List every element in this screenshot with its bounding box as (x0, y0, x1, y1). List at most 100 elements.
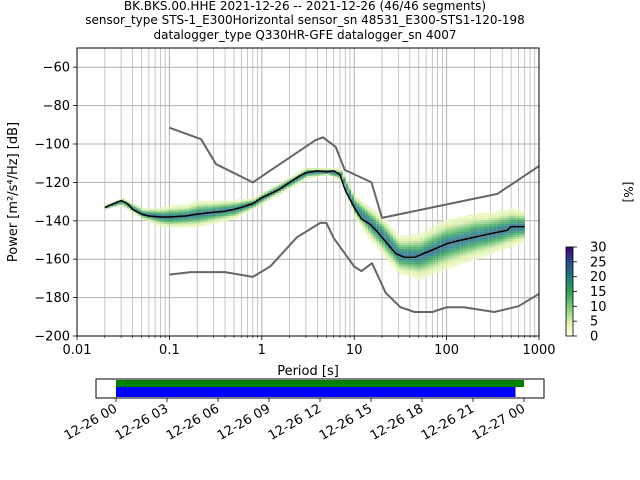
density-cell (253, 202, 256, 205)
density-cell (423, 269, 427, 272)
density-cell (460, 262, 464, 264)
density-cell (519, 240, 522, 243)
density-cell (463, 258, 466, 261)
density-cell (449, 265, 452, 268)
density-cell (449, 219, 452, 222)
density-cell (449, 252, 452, 255)
density-cell (415, 244, 419, 247)
density-cell (471, 252, 475, 255)
density-cell (507, 223, 511, 226)
density-cell (401, 239, 405, 241)
density-cell (353, 202, 357, 205)
density-cell (384, 254, 388, 257)
density-cell (415, 246, 419, 249)
density-cell (393, 254, 396, 257)
density-cell (169, 219, 172, 222)
density-cell (188, 221, 192, 224)
density-cell (440, 223, 444, 226)
density-cell (421, 233, 424, 236)
density-cell (479, 246, 483, 249)
density-cell (205, 219, 209, 222)
density-cell (197, 210, 200, 213)
density-cell (216, 217, 220, 220)
density-cell (211, 216, 214, 218)
density-cell (468, 219, 472, 222)
density-cell (463, 219, 466, 222)
density-cell (208, 210, 212, 213)
density-cell (488, 214, 492, 216)
density-cell (465, 244, 469, 247)
density-cell (432, 269, 436, 272)
density-cell (384, 235, 388, 238)
density-cell (465, 223, 469, 226)
density-cell (191, 216, 195, 218)
density-cell (283, 179, 287, 182)
density-cell (202, 223, 206, 226)
density-cell (197, 212, 200, 215)
colorbar-tick-label: 15 (590, 285, 607, 300)
density-cell (258, 200, 262, 203)
density-cell (157, 214, 161, 216)
density-cell (449, 221, 452, 224)
density-cell (281, 181, 284, 184)
density-cell (471, 248, 475, 251)
density-cell (166, 223, 170, 226)
density-cell (230, 216, 234, 218)
density-cell (451, 242, 455, 245)
density-cell (496, 210, 500, 213)
density-cell (521, 212, 525, 215)
density-cell (437, 221, 441, 224)
density-cell (513, 208, 517, 211)
density-cell (449, 231, 452, 234)
density-cell (171, 225, 175, 228)
density-cell (121, 198, 125, 201)
density-cell (440, 221, 444, 224)
density-cell (510, 229, 514, 232)
density-cell (155, 212, 158, 215)
density-cell (356, 200, 360, 203)
density-cell (323, 171, 326, 174)
density-cell (236, 214, 240, 216)
density-cell (323, 173, 326, 176)
density-cell (449, 250, 452, 253)
density-cell (465, 242, 469, 245)
density-cell (401, 267, 405, 270)
density-cell (398, 258, 402, 261)
density-cell (423, 248, 427, 251)
density-cell (283, 187, 287, 190)
density-cell (362, 208, 366, 211)
density-cell (393, 233, 396, 236)
density-cell (482, 240, 486, 243)
density-cell (241, 198, 245, 201)
density-cell (236, 208, 240, 211)
density-cell (269, 189, 273, 192)
density-cell (174, 210, 178, 213)
colorbar-tick-label: 0 (590, 330, 598, 345)
density-cell (381, 225, 385, 228)
density-cell (342, 181, 346, 184)
density-cell (479, 248, 483, 251)
density-cell (435, 244, 438, 247)
density-cell (432, 231, 436, 234)
density-cell (401, 264, 405, 266)
density-cell (423, 239, 427, 241)
density-cell (370, 233, 374, 236)
density-cell (306, 169, 310, 172)
density-cell (451, 264, 455, 266)
density-cell (211, 208, 214, 211)
density-cell (216, 200, 220, 203)
density-cell (507, 244, 511, 247)
density-cell (451, 252, 455, 255)
density-cell (376, 223, 380, 226)
density-cell (443, 221, 447, 224)
density-cell (429, 273, 433, 276)
density-cell (393, 262, 396, 264)
density-cell (309, 173, 312, 176)
density-cell (384, 221, 388, 224)
density-cell (474, 242, 478, 245)
density-cell (367, 237, 371, 240)
density-cell (384, 233, 388, 236)
density-cell (219, 216, 223, 218)
density-cell (241, 208, 245, 211)
density-cell (502, 225, 506, 228)
